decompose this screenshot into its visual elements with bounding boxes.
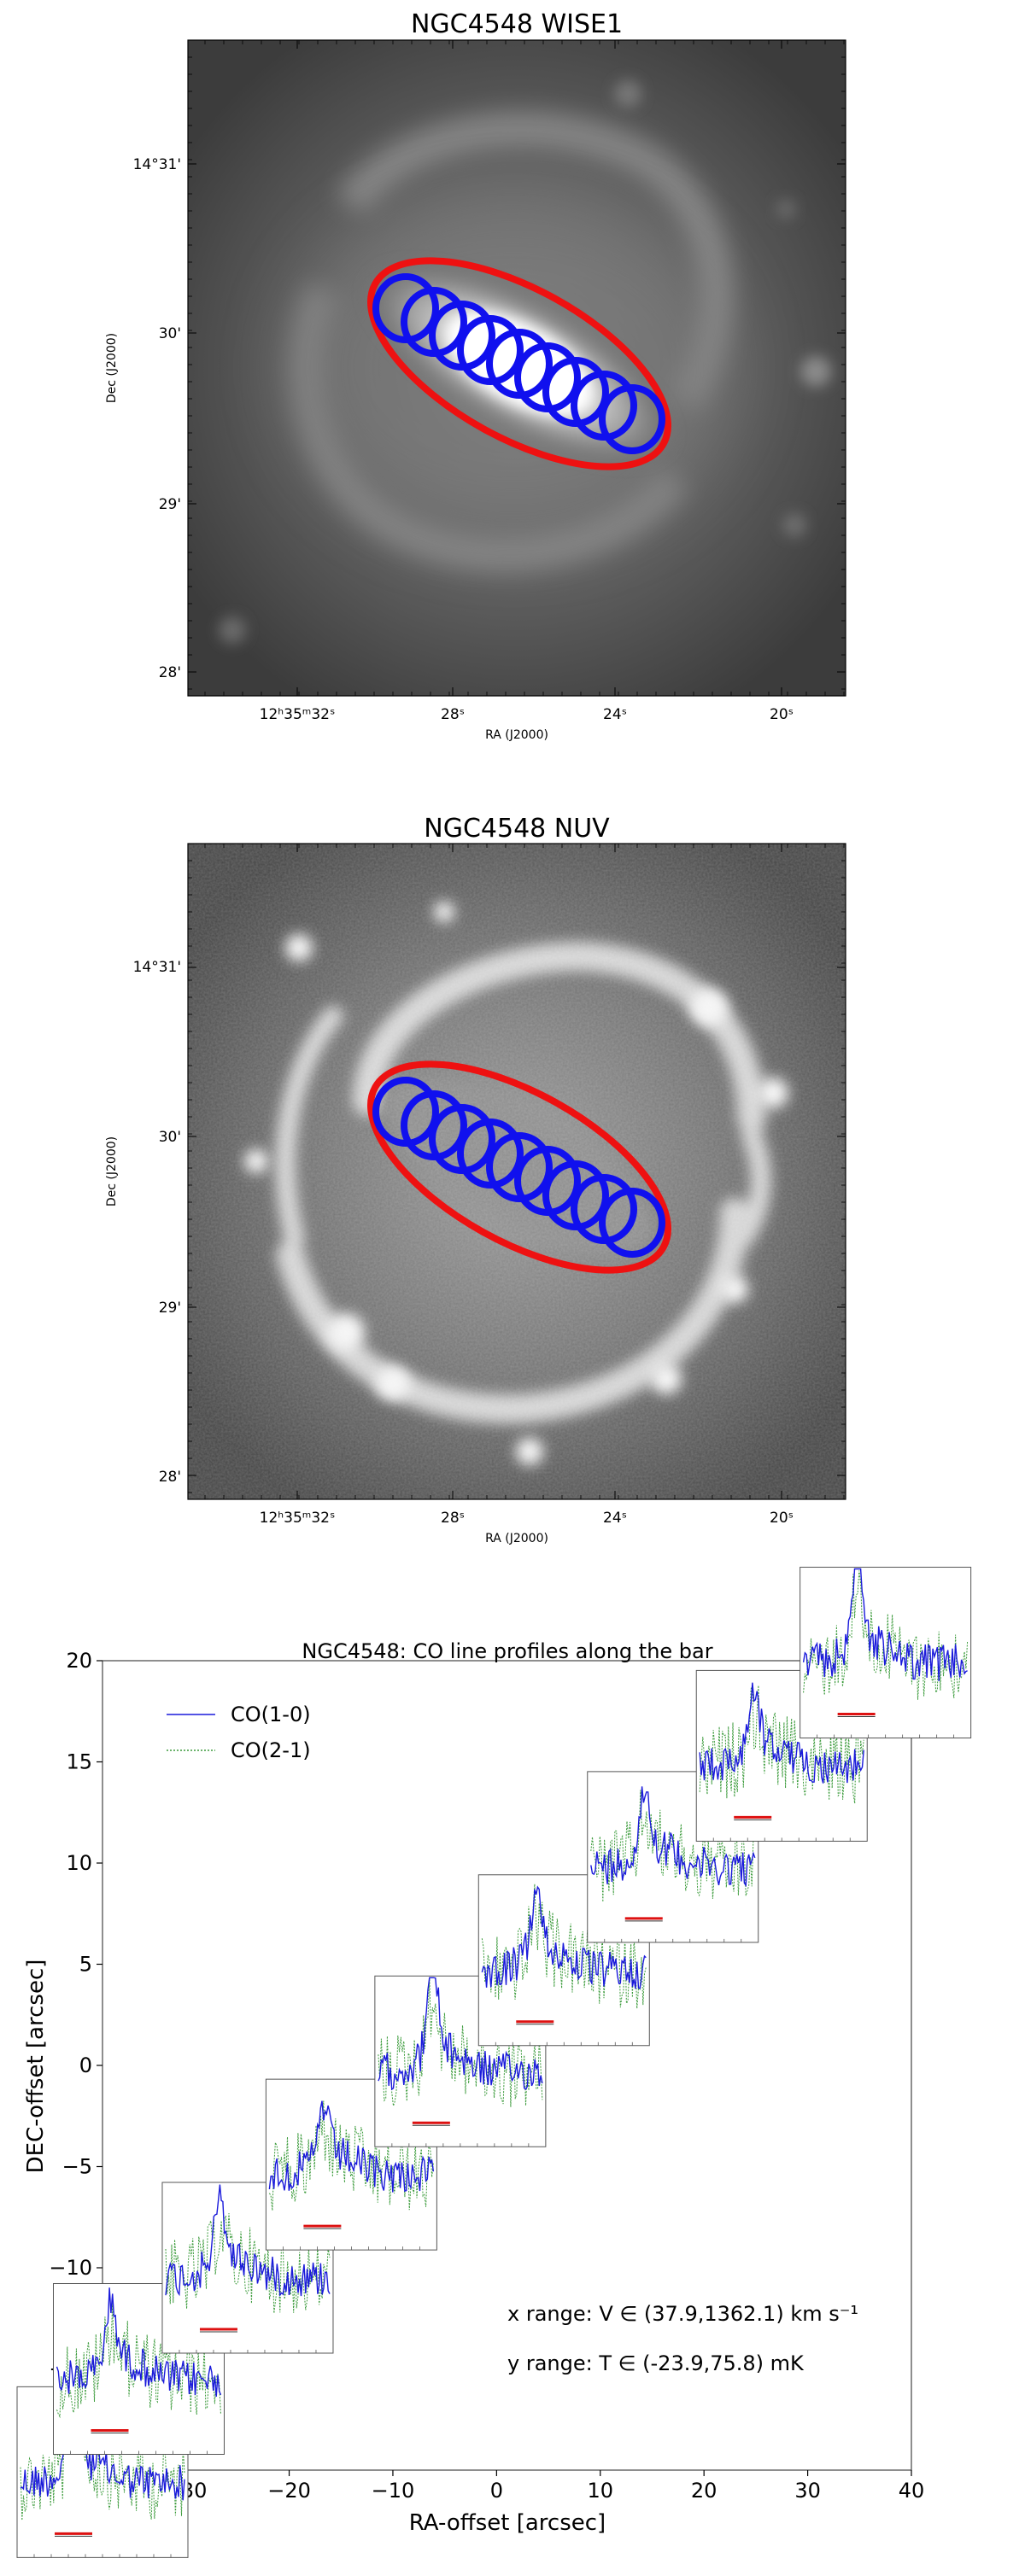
x-tick-label: 0 <box>490 2479 503 2503</box>
nuv-frame <box>187 843 846 1500</box>
x-tick-label: 40 <box>899 2479 925 2503</box>
wise1-ytick: 30' <box>159 325 181 342</box>
wise1-overlay <box>367 257 671 470</box>
annotation-y-range: y range: T ∈ (-23.9,75.8) mK <box>507 2351 805 2375</box>
nuv-ytick: 30' <box>159 1129 181 1146</box>
spectrum-inset <box>800 1567 972 1739</box>
x-tick-label: 10 <box>587 2479 613 2503</box>
nuv-xlabel: RA (J2000) <box>485 1532 548 1545</box>
wise1-xtick: 24ˢ <box>603 706 627 723</box>
y-tick-label: 10 <box>66 1851 92 1875</box>
co21-profile <box>378 1977 543 2107</box>
bar-ellipse <box>367 257 671 470</box>
chart-title: NGC4548: CO line profiles along the bar <box>302 1639 712 1663</box>
y-axis-label: DEC-offset [arcsec] <box>23 1960 49 2174</box>
legend: CO(1-0) CO(2-1) <box>167 1703 311 1762</box>
nuv-panel: NGC4548 NUV <box>105 814 846 1545</box>
co10-profile <box>699 1682 864 1784</box>
co21-profile <box>56 2303 221 2419</box>
legend-label-co21: CO(2-1) <box>231 1738 311 1762</box>
co10-profile <box>268 2100 435 2193</box>
wise1-frame <box>187 39 846 697</box>
nuv-ylabel: Dec (J2000) <box>105 1136 119 1206</box>
wise1-ytick: 29' <box>159 496 181 513</box>
wise1-xtick: 20ˢ <box>770 706 794 723</box>
y-tick-label: 20 <box>66 1649 92 1673</box>
legend-label-co10: CO(1-0) <box>231 1703 311 1726</box>
co21-profile <box>20 2386 185 2521</box>
wise1-xlabel: RA (J2000) <box>485 728 548 742</box>
spectra-insets <box>16 1567 972 2558</box>
co10-profile <box>56 2287 222 2397</box>
annotation-x-range: x range: V ∈ (37.9,1362.1) km s⁻¹ <box>507 2302 858 2326</box>
nuv-xtick: 24ˢ <box>603 1510 627 1527</box>
wise1-ylabel: Dec (J2000) <box>105 333 119 403</box>
y-tick-label: −5 <box>62 2155 92 2179</box>
co10-profile <box>378 1977 543 2091</box>
nuv-tick-marks <box>188 844 846 1499</box>
wise1-title: NGC4548 WISE1 <box>411 9 623 39</box>
nuv-ytick: 28' <box>159 1469 181 1486</box>
bar-ellipse <box>367 1060 671 1274</box>
beam-circles <box>372 273 665 454</box>
wise1-tick-marks <box>188 40 846 696</box>
wise1-ytick: 14°31' <box>133 156 181 173</box>
co10-profile <box>481 1885 647 1989</box>
x-tick-label: 30 <box>794 2479 821 2503</box>
co21-profile <box>590 1790 756 1902</box>
nuv-xtick: 28ˢ <box>441 1510 465 1527</box>
nuv-ytick: 14°31' <box>133 959 181 976</box>
wise1-panel: NGC4548 WISE1 <box>105 9 846 742</box>
nuv-ytick: 29' <box>159 1300 181 1317</box>
x-tick-label: −20 <box>267 2479 311 2503</box>
nuv-xtick: 20ˢ <box>770 1510 794 1527</box>
y-tick-label: −10 <box>49 2256 92 2280</box>
wise1-ytick: 28' <box>159 664 181 681</box>
co10-profile <box>20 2387 185 2501</box>
nuv-xtick: 12ʰ35ᵐ32ˢ <box>260 1510 336 1527</box>
wise1-xtick: 12ʰ35ᵐ32ˢ <box>260 706 336 723</box>
beam-circles <box>372 1077 665 1258</box>
co10-profile <box>802 1568 968 1682</box>
y-tick-label: 5 <box>79 1953 92 1977</box>
nuv-overlay <box>367 1060 671 1274</box>
wise1-xtick: 28ˢ <box>441 706 465 723</box>
co21-profile <box>803 1570 969 1700</box>
x-axis-label: RA-offset [arcsec] <box>409 2510 606 2536</box>
x-tick-label: 20 <box>691 2479 718 2503</box>
nuv-title: NGC4548 NUV <box>424 814 610 844</box>
x-tick-label: −10 <box>372 2479 415 2503</box>
co10-profile <box>590 1786 756 1888</box>
co21-profile <box>165 2213 331 2314</box>
co10-profile <box>165 2184 331 2297</box>
y-tick-label: 0 <box>79 2053 92 2077</box>
y-tick-label: 15 <box>66 1750 92 1774</box>
co-profile-chart: NGC4548: CO line profiles along the bar … <box>16 1567 972 2558</box>
